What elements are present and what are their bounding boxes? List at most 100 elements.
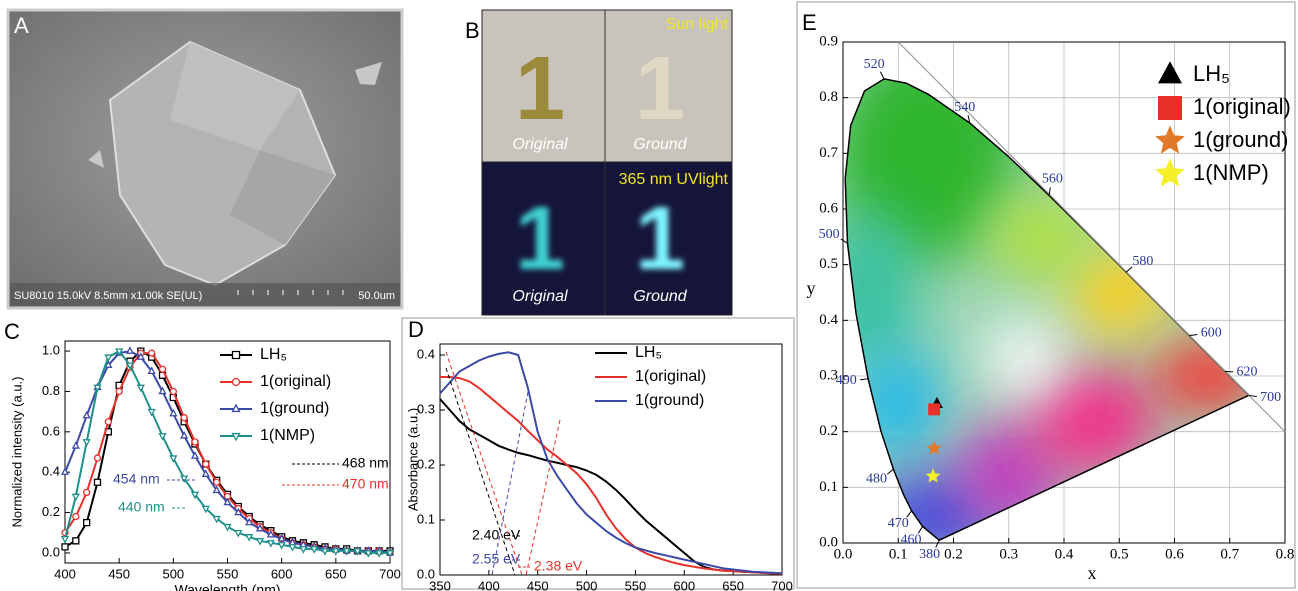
- sample: 1: [515, 189, 565, 289]
- marker: [82, 410, 91, 419]
- scale-label: 50.0um: [358, 290, 395, 302]
- crystal-face: [230, 150, 335, 245]
- x-tick-label: 0.1: [889, 546, 908, 562]
- marker: [82, 439, 91, 447]
- y-tick-label: 0.3: [819, 367, 838, 383]
- plot-frame: [64, 340, 391, 564]
- marker: [180, 414, 188, 422]
- legend-marker: [1155, 158, 1185, 187]
- legend-marker: [231, 377, 241, 387]
- marker: [213, 478, 221, 486]
- marker: [104, 354, 113, 362]
- marker: [136, 352, 145, 360]
- legend-label: 1(NMP): [1193, 160, 1269, 185]
- locus-tick: [886, 468, 894, 475]
- legend-label: 1(original): [635, 368, 706, 385]
- annotation: 440 nm: [118, 499, 165, 515]
- locus-tick: [1189, 334, 1198, 337]
- locus-tick: [935, 540, 940, 548]
- x-tick-label: 550: [217, 566, 239, 581]
- panel-label: B: [465, 18, 480, 43]
- y-axis-label: y: [807, 278, 816, 298]
- y-axis-label: Absorbance (a.u.): [405, 408, 420, 511]
- x-tick-label: 600: [673, 578, 695, 591]
- y-tick-label: 0.0: [417, 566, 435, 581]
- marker: [169, 387, 177, 396]
- y-tick-label: 0.1: [819, 479, 838, 495]
- wavelength-label: 460: [900, 532, 921, 547]
- y-tick-label: 0.8: [819, 89, 838, 105]
- wavelength-label: 540: [954, 100, 975, 115]
- marker: [148, 349, 156, 357]
- legend-label: 1(original): [1193, 94, 1291, 119]
- marker: [202, 460, 210, 468]
- locus-tick: [1125, 266, 1133, 273]
- panel-label: A: [14, 13, 29, 38]
- photo-title: Sun light: [666, 16, 729, 33]
- panel-frame: [796, 1, 1296, 589]
- marker: [201, 469, 210, 477]
- locus-tick: [840, 238, 848, 244]
- x-tick-label: 450: [527, 578, 549, 591]
- tangent-line: [445, 351, 523, 576]
- x-tick-label: 600: [271, 566, 293, 581]
- x-tick-label: 550: [625, 578, 647, 591]
- annotation: 2.40 eV: [472, 527, 521, 543]
- locus-tick: [879, 71, 885, 80]
- legend-marker: [231, 350, 241, 360]
- marker: [158, 365, 167, 373]
- marker: [61, 543, 69, 551]
- series-line: [440, 376, 783, 575]
- sample: 1: [635, 189, 685, 289]
- panel-label: D: [408, 317, 424, 342]
- plot-frame: [439, 343, 783, 576]
- marker: [72, 537, 80, 545]
- fragment: [88, 150, 104, 168]
- marker: [60, 536, 70, 544]
- gamut-blob: [1025, 364, 1158, 477]
- marker: [158, 433, 167, 441]
- marker: [223, 497, 232, 506]
- marker: [277, 542, 286, 550]
- x-tick-label: 650: [722, 578, 744, 591]
- legend-label: 1(ground): [635, 392, 704, 409]
- y-tick-label: 0.6: [819, 200, 838, 216]
- gamut-blob: [986, 192, 1098, 282]
- marker: [212, 485, 221, 494]
- marker: [234, 529, 243, 538]
- x-tick-label: 0.2: [944, 546, 963, 562]
- marker: [310, 546, 319, 554]
- y-tick-label: 0.6: [42, 423, 60, 438]
- wavelength-label: 600: [1201, 326, 1222, 341]
- y-axis-label: Normalized intensity (a.u.): [9, 377, 24, 528]
- marker: [191, 438, 199, 446]
- marker: [375, 550, 384, 558]
- marker: [169, 455, 178, 463]
- marker: [255, 538, 265, 546]
- photo-title: 365 nm UVlight: [619, 171, 729, 188]
- x-tick-label: 0.3: [999, 546, 1018, 562]
- scale-bar: [237, 290, 344, 295]
- y-tick-label: 0.4: [417, 346, 435, 361]
- marker: [71, 493, 80, 502]
- panel-label: E: [802, 10, 817, 35]
- locus-tick: [1248, 394, 1257, 398]
- sample-caption: Ground: [633, 288, 687, 305]
- wavelength-label: 620: [1237, 365, 1258, 380]
- legend-label: 1(ground): [260, 400, 329, 417]
- sample-caption: Original: [512, 288, 568, 305]
- y-tick-label: 0.2: [417, 456, 435, 471]
- marker: [147, 366, 156, 375]
- x-tick-label: 450: [108, 566, 130, 581]
- x-tick-label: 0.0: [834, 546, 853, 562]
- marker: [93, 384, 102, 393]
- x-axis-label: x: [1088, 563, 1097, 583]
- marker: [115, 348, 124, 356]
- y-tick-label: 0.0: [819, 534, 838, 550]
- tangent-line: [491, 391, 529, 576]
- marker: [266, 540, 275, 548]
- legend-marker: [231, 403, 241, 413]
- crystal-face: [170, 42, 300, 150]
- sample-caption: Original: [512, 136, 568, 153]
- marker: [385, 550, 395, 558]
